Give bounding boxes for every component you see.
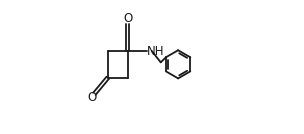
Text: O: O	[88, 91, 97, 104]
Text: NH: NH	[147, 45, 165, 58]
Text: O: O	[123, 12, 133, 25]
